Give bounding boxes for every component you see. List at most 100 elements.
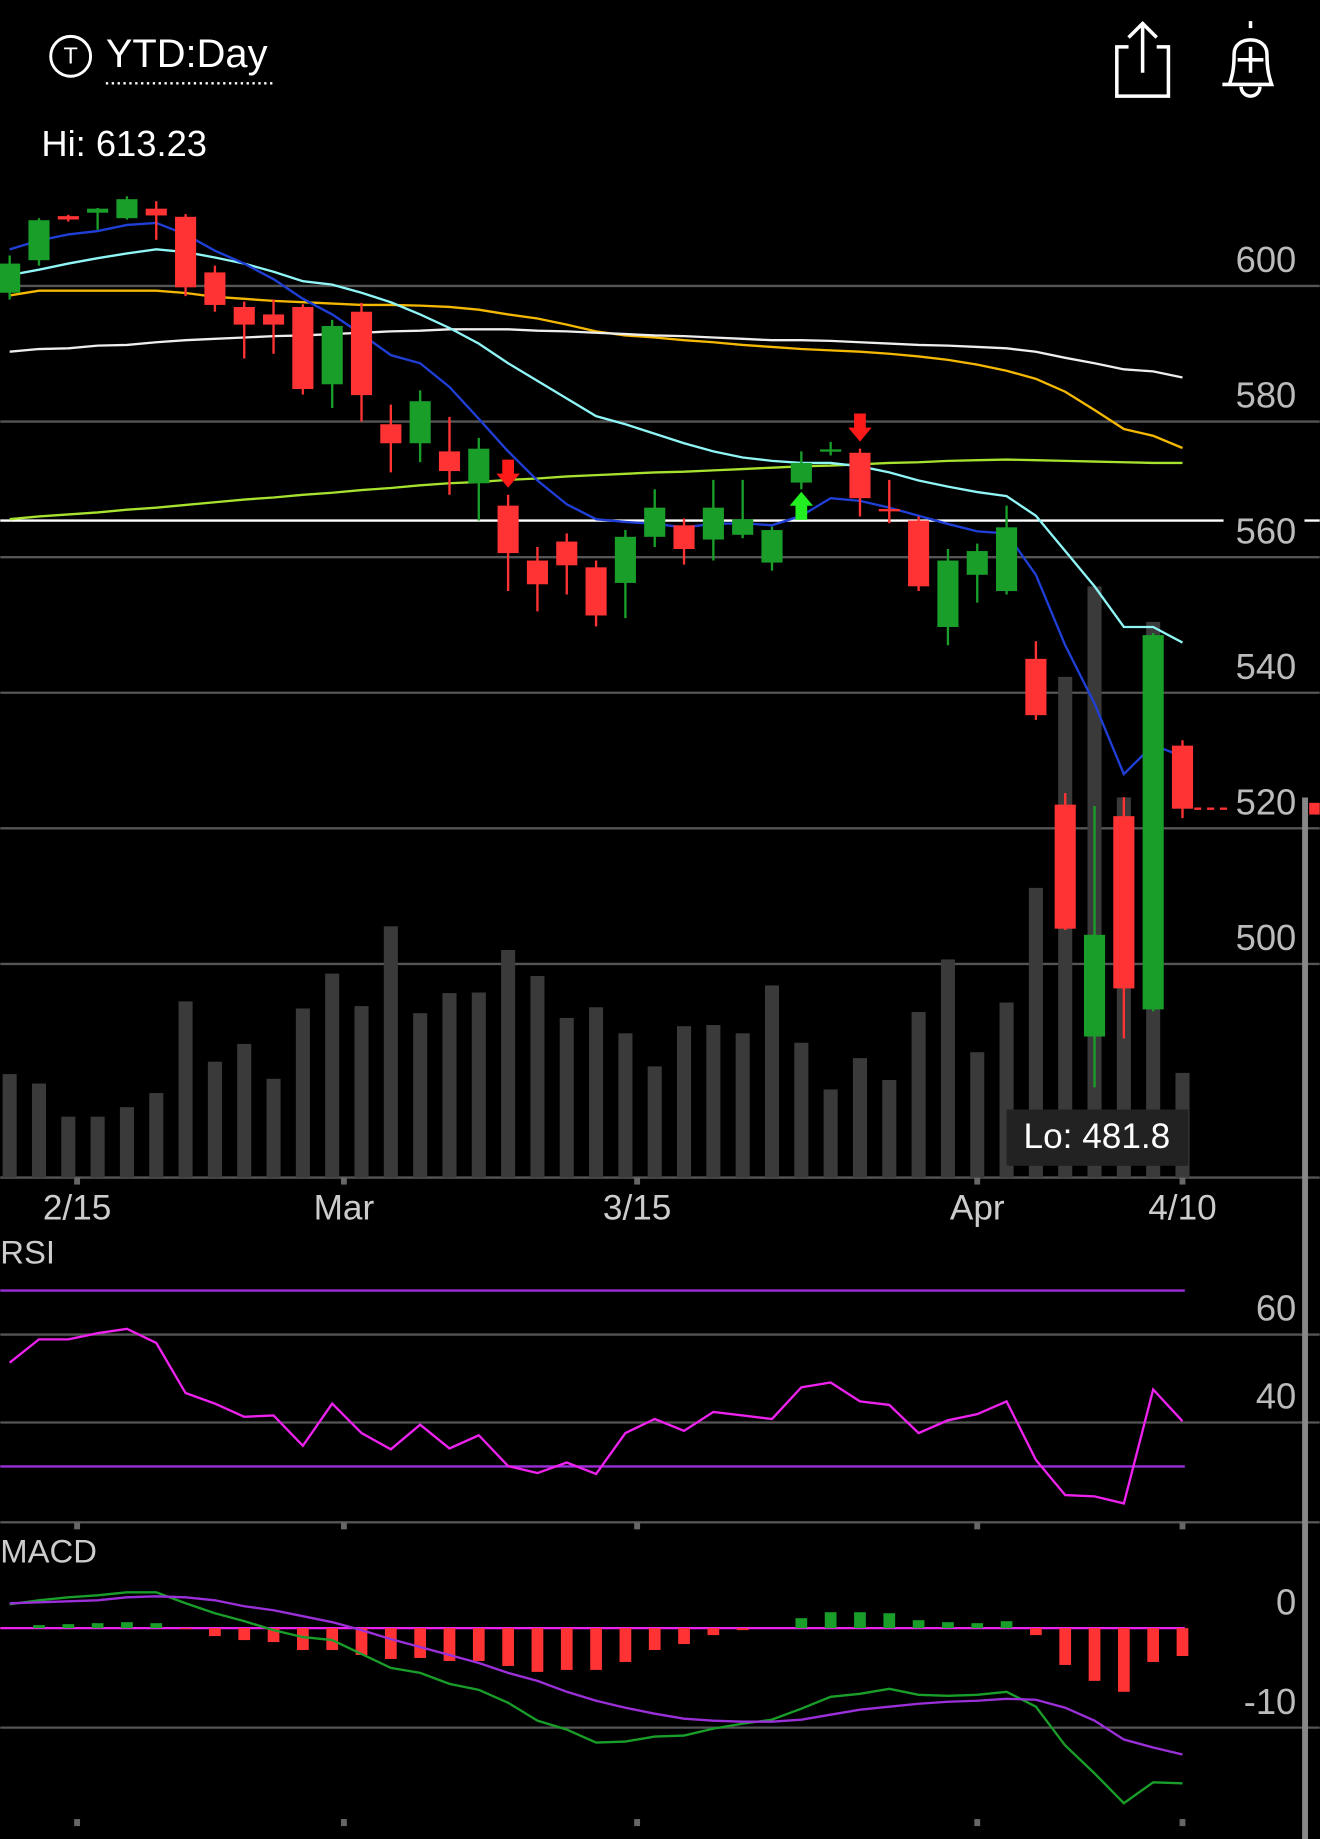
range-selector[interactable]: YTD:Day	[106, 32, 268, 76]
candle-body	[585, 567, 607, 616]
candle-body	[350, 311, 373, 396]
volume-bar	[911, 1012, 926, 1178]
candle-body	[556, 541, 578, 566]
candle-body	[966, 551, 988, 575]
moving-average	[9, 458, 1183, 521]
histogram-bar	[590, 1628, 602, 1670]
histogram-bar	[62, 1624, 75, 1629]
histogram-bar	[297, 1628, 309, 1651]
histogram-bar	[678, 1628, 690, 1645]
histogram-bar	[795, 1618, 808, 1629]
volume-bar	[119, 1107, 134, 1178]
macd-line	[9, 1591, 1183, 1805]
candle-body	[468, 448, 490, 484]
histogram-bar	[1176, 1628, 1189, 1656]
rsi-line	[8, 1327, 1184, 1505]
share-button[interactable]	[1115, 20, 1171, 98]
histogram-bar	[971, 1623, 984, 1629]
lo-box	[1006, 1109, 1189, 1166]
histogram-bar	[384, 1628, 397, 1659]
volume-bar	[970, 1052, 985, 1178]
moving-average	[9, 289, 1183, 450]
volume-bar	[940, 959, 955, 1178]
histogram-bar	[1088, 1628, 1101, 1681]
volume-bar	[295, 1008, 310, 1178]
bell	[1222, 21, 1275, 98]
volume-bar	[31, 1083, 47, 1178]
scrollbar[interactable]	[1302, 797, 1308, 1839]
volume-bar	[325, 973, 340, 1178]
histogram-bar	[238, 1628, 251, 1641]
histogram-bar	[414, 1628, 427, 1658]
candle-body	[28, 220, 50, 261]
histogram-bar	[443, 1628, 456, 1661]
ticker-icon-letter[interactable]: T	[63, 43, 77, 69]
y-tick-label: 0	[1276, 1581, 1296, 1622]
histogram-bar	[150, 1623, 163, 1629]
y-tick-label: 560	[1236, 510, 1297, 551]
moving-average	[9, 328, 1183, 379]
volume-bar	[882, 1079, 897, 1178]
histogram-bar	[560, 1628, 573, 1670]
ticker-icon[interactable]	[49, 34, 93, 78]
candle-body	[1083, 934, 1106, 1037]
histogram-bar	[942, 1622, 954, 1629]
histogram-bar	[1000, 1621, 1013, 1629]
volume-bar	[383, 926, 398, 1178]
buy-arrow	[789, 491, 814, 520]
candle-body	[321, 325, 343, 385]
histogram-bar	[736, 1628, 749, 1631]
volume-bar	[530, 975, 545, 1178]
candle-body	[1054, 804, 1076, 929]
y-tick-label: -10	[1244, 1681, 1297, 1722]
candle-body	[673, 525, 695, 550]
histogram-bar	[179, 1628, 192, 1630]
histogram-bar	[883, 1613, 896, 1629]
histogram-bar	[267, 1628, 280, 1643]
panel-title: MACD	[0, 1533, 97, 1570]
candle-body	[614, 536, 636, 583]
y-tick-label: 500	[1236, 917, 1297, 958]
histogram-bar	[854, 1612, 866, 1629]
plus	[1237, 46, 1264, 73]
panel-title: RSI	[0, 1234, 55, 1271]
candle-body	[438, 451, 461, 472]
candle-body	[145, 208, 167, 216]
volume-bar	[90, 1116, 105, 1178]
share-box	[1115, 45, 1171, 98]
candle-body	[790, 462, 812, 483]
volume-bar	[618, 1033, 633, 1178]
y-tick-label: 540	[1236, 646, 1297, 687]
histogram-bar	[209, 1628, 221, 1637]
candle-body	[526, 560, 548, 585]
volume-bar	[237, 1043, 252, 1178]
moving-average	[9, 221, 1183, 777]
histogram-bar	[355, 1628, 368, 1655]
candle-body	[292, 306, 314, 390]
volume-bar	[764, 985, 780, 1178]
macd-line	[9, 1595, 1183, 1756]
y-tick-label: 580	[1236, 375, 1297, 416]
candle-body	[849, 452, 871, 499]
candle-body	[57, 216, 79, 220]
x-tick-label: Mar	[314, 1189, 375, 1228]
candle-body	[116, 199, 138, 219]
candle-body	[204, 272, 226, 305]
volume-bar	[471, 992, 486, 1178]
x-tick-label: 2/15	[43, 1189, 111, 1228]
alert-button[interactable]	[1222, 21, 1275, 98]
candle-body	[1025, 658, 1047, 716]
histogram-bar	[33, 1625, 45, 1629]
histogram-bar	[1117, 1628, 1130, 1692]
histogram-bar	[91, 1623, 104, 1629]
x-tick-label: 3/15	[603, 1189, 671, 1228]
volume-bar	[178, 1001, 193, 1178]
candle-body	[1113, 816, 1135, 989]
volume-bar	[501, 949, 516, 1178]
histogram-bar	[531, 1628, 544, 1672]
y-tick-label: 40	[1256, 1376, 1296, 1417]
candle-body	[87, 208, 109, 213]
y-tick-label: 520	[1236, 782, 1297, 823]
